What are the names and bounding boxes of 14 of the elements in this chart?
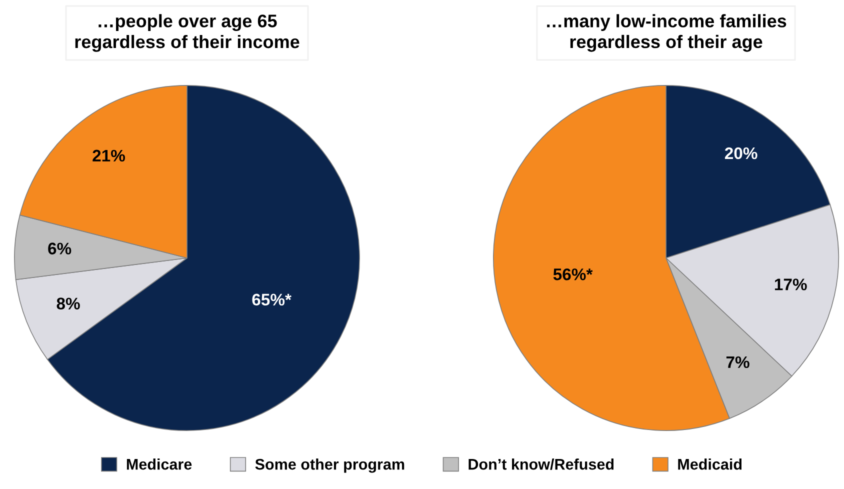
chart-title: …many low-income families regardless of their age bbox=[547, 14, 786, 52]
legend-label: Some other program bbox=[255, 458, 404, 473]
legend-label: Don’t know/Refused bbox=[468, 458, 614, 470]
data-label: 21% bbox=[92, 150, 125, 162]
data-label: 8% bbox=[56, 298, 80, 310]
legend-label: Medicaid bbox=[678, 458, 742, 470]
data-label: 6% bbox=[48, 242, 72, 254]
data-label: 17% bbox=[774, 278, 807, 290]
data-label: 20% bbox=[724, 147, 758, 160]
data-label: 65%* bbox=[252, 294, 292, 306]
data-label: 56%* bbox=[553, 268, 593, 280]
legend-label: Medicare bbox=[126, 458, 192, 470]
chart-title: …people over age 65 regardless of their income bbox=[75, 14, 300, 52]
data-label: 7% bbox=[726, 356, 750, 368]
